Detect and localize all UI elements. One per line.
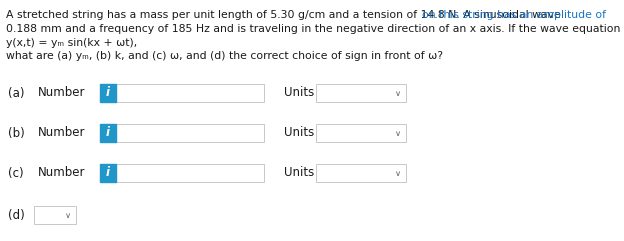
Text: Units: Units xyxy=(284,87,314,100)
Text: (b): (b) xyxy=(8,127,25,140)
Text: ∨: ∨ xyxy=(65,210,71,220)
FancyBboxPatch shape xyxy=(316,124,406,142)
FancyBboxPatch shape xyxy=(116,84,264,102)
Text: ∨: ∨ xyxy=(395,128,401,138)
Text: Number: Number xyxy=(38,167,85,180)
Text: Number: Number xyxy=(38,127,85,140)
Text: ∨: ∨ xyxy=(395,88,401,98)
Text: A stretched string has a mass per unit length of 5.30 g/cm and a tension of 14.8: A stretched string has a mass per unit l… xyxy=(6,10,564,20)
FancyBboxPatch shape xyxy=(316,164,406,182)
FancyBboxPatch shape xyxy=(100,84,116,102)
Text: Number: Number xyxy=(38,87,85,100)
Text: y(x,t) = yₘ sin(kx + ωt),: y(x,t) = yₘ sin(kx + ωt), xyxy=(6,38,137,48)
FancyBboxPatch shape xyxy=(100,164,116,182)
Text: i: i xyxy=(106,87,110,100)
FancyBboxPatch shape xyxy=(116,164,264,182)
Text: i: i xyxy=(106,167,110,180)
FancyBboxPatch shape xyxy=(34,206,76,224)
Text: (d): (d) xyxy=(8,208,25,221)
FancyBboxPatch shape xyxy=(116,124,264,142)
Text: what are (a) yₘ, (b) k, and (c) ω, and (d) the correct choice of sign in front o: what are (a) yₘ, (b) k, and (c) ω, and (… xyxy=(6,51,443,61)
Text: Units: Units xyxy=(284,127,314,140)
Text: ∨: ∨ xyxy=(395,168,401,178)
Text: (a): (a) xyxy=(8,87,24,100)
FancyBboxPatch shape xyxy=(100,124,116,142)
Text: on this string has an amplitude of: on this string has an amplitude of xyxy=(422,10,606,20)
Text: (c): (c) xyxy=(8,167,24,180)
Text: 0.188 mm and a frequency of 185 Hz and is traveling in the negative direction of: 0.188 mm and a frequency of 185 Hz and i… xyxy=(6,24,624,34)
Text: i: i xyxy=(106,127,110,140)
Text: Units: Units xyxy=(284,167,314,180)
FancyBboxPatch shape xyxy=(316,84,406,102)
